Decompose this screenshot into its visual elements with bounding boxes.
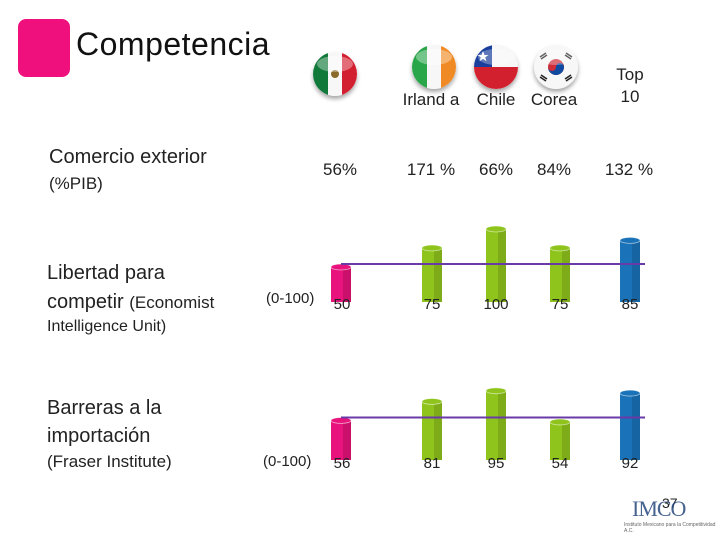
value-label-libertad-0: 50 bbox=[334, 296, 351, 313]
row-label-barreras: Barreras a la bbox=[47, 397, 162, 419]
bar-barreras-1 bbox=[421, 398, 443, 460]
imco-logo: IMCO bbox=[632, 496, 686, 521]
bar-libertad-3 bbox=[549, 244, 571, 302]
column-label-corea: Corea bbox=[530, 90, 578, 109]
ireland-flag-icon bbox=[412, 45, 456, 89]
value-label-barreras-1: 81 bbox=[424, 455, 441, 472]
row-label-libertad-source: (Economist bbox=[129, 293, 215, 312]
row-label-barreras-line2: importación bbox=[47, 425, 151, 447]
value-label-libertad-3: 75 bbox=[552, 296, 569, 313]
bar-barreras-4 bbox=[619, 389, 641, 460]
value-label-libertad-4: 85 bbox=[622, 296, 639, 313]
column-label-irlanda: Irland a bbox=[402, 90, 460, 109]
value-label-barreras-0: 56 bbox=[334, 455, 351, 472]
value-label-barreras-4: 92 bbox=[622, 455, 639, 472]
bar-barreras-2 bbox=[485, 387, 507, 460]
value-comercio-top10: 132 % bbox=[604, 160, 654, 179]
mexico-flag-icon bbox=[313, 52, 357, 96]
row-label-comercio: Comercio exterior bbox=[49, 146, 207, 168]
title-accent-square bbox=[18, 19, 70, 77]
bar-libertad-2 bbox=[485, 225, 507, 302]
bar-libertad-4 bbox=[619, 236, 641, 302]
value-comercio-chile: 66% bbox=[478, 160, 514, 179]
row-label-libertad: Libertad para bbox=[47, 262, 165, 284]
value-label-libertad-1: 75 bbox=[424, 296, 441, 313]
imco-logo-subtitle: Instituto Mexicano para la Competitivida… bbox=[624, 522, 716, 534]
value-comercio-irlanda: 171 % bbox=[406, 160, 456, 179]
row-sublabel-comercio: (%PIB) bbox=[49, 174, 103, 193]
bar-barreras-3 bbox=[549, 418, 571, 460]
value-comercio-corea: 84% bbox=[536, 160, 572, 179]
bar-libertad-0 bbox=[330, 263, 352, 302]
column-label-chile: Chile bbox=[476, 90, 516, 109]
column-label-top10: Top 10 bbox=[616, 65, 644, 106]
value-label-barreras-3: 54 bbox=[552, 455, 569, 472]
bar-barreras-0 bbox=[330, 417, 352, 460]
range-barreras: (0-100) bbox=[263, 453, 312, 470]
value-comercio-mexico: 56% bbox=[322, 160, 358, 179]
korea-flag-icon bbox=[534, 45, 578, 89]
range-libertad: (0-100) bbox=[266, 290, 315, 307]
value-label-libertad-2: 100 bbox=[483, 296, 508, 313]
page-number: 37 bbox=[662, 495, 678, 511]
value-label-barreras-2: 95 bbox=[488, 455, 505, 472]
slide-title: Competencia bbox=[76, 26, 271, 62]
bar-libertad-1 bbox=[421, 244, 443, 302]
row-label-barreras-source: (Fraser Institute) bbox=[47, 452, 172, 471]
row-label-libertad-competir-word: competir bbox=[47, 291, 124, 313]
row-label-libertad-competir: competir (Economist bbox=[47, 288, 214, 317]
row-label-libertad-source-cont: Intelligence Unit) bbox=[47, 318, 167, 335]
